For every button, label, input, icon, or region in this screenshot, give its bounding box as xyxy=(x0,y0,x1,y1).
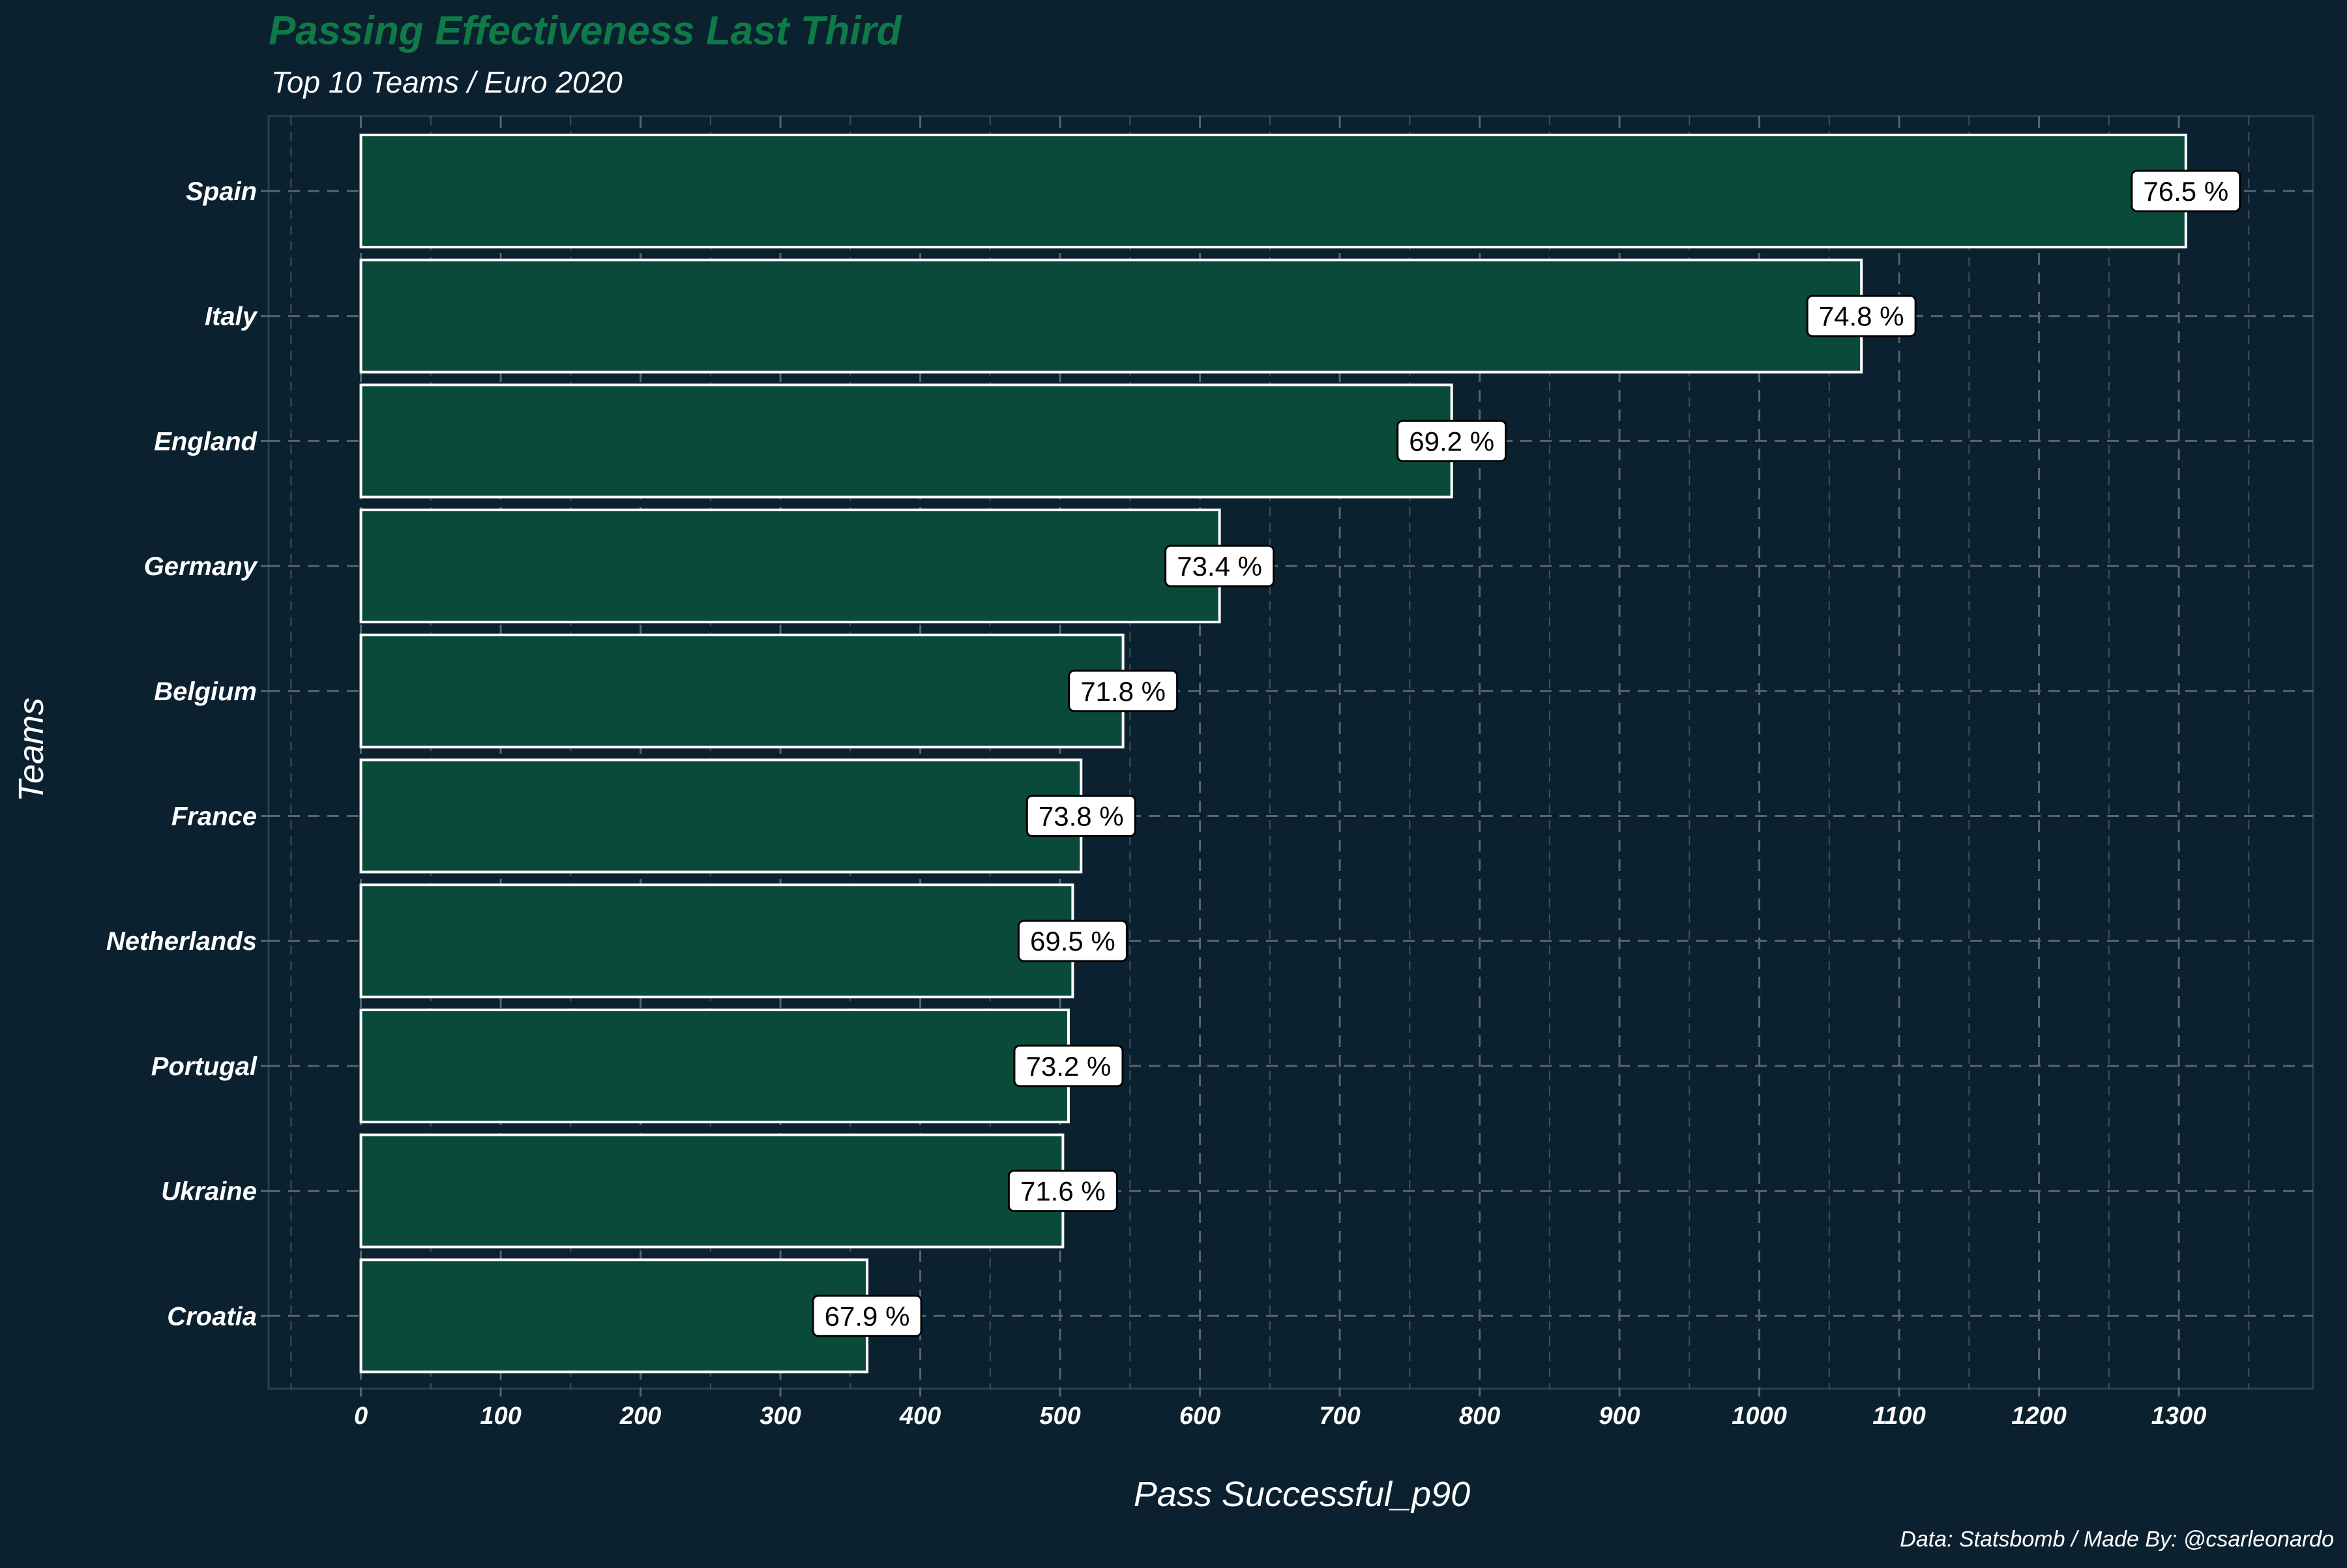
x-tick-label: 1100 xyxy=(1872,1402,1926,1430)
x-tick-label: 400 xyxy=(899,1402,941,1430)
value-label-box xyxy=(1026,795,1136,837)
value-label: 73.4 % xyxy=(1177,551,1262,582)
y-tick-label: Ukraine xyxy=(161,1177,257,1206)
x-tick-label: 500 xyxy=(1039,1402,1080,1430)
value-labels: 76.5 % 74.8 % 69.2 % 73.4 % 71.8 % 73.8 % 69.5… xyxy=(812,170,2241,1337)
x-tick-label: 700 xyxy=(1319,1402,1360,1430)
value-label: 74.8 % xyxy=(1819,301,1904,332)
value-label-box xyxy=(1068,670,1179,713)
x-tick-label: 900 xyxy=(1599,1402,1640,1430)
y-tick-label: Netherlands xyxy=(106,927,257,956)
bar xyxy=(359,1258,869,1374)
x-tick-label: 0 xyxy=(354,1402,368,1430)
value-label: 71.8 % xyxy=(1080,676,1166,707)
bar xyxy=(359,383,1453,499)
x-tick-label: 200 xyxy=(619,1402,661,1430)
y-tick-labels: Spain Italy England Germany Belgium France Net… xyxy=(106,177,269,1331)
y-tick-label: Portugal xyxy=(151,1052,258,1081)
bar xyxy=(359,1133,1065,1249)
x-tick-label: 300 xyxy=(760,1402,801,1430)
value-label: 67.9 % xyxy=(825,1301,910,1331)
value-label-box xyxy=(1017,919,1128,962)
value-label-box xyxy=(812,1294,923,1337)
y-axis-label: Teams xyxy=(12,698,51,802)
x-axis-label: Pass Successful_p90 xyxy=(1134,1475,1470,1514)
y-tick-label: Croatia xyxy=(167,1302,257,1331)
x-tick-label: 600 xyxy=(1179,1402,1220,1430)
value-label-box xyxy=(1396,419,1507,462)
bar xyxy=(359,758,1083,874)
value-label: 73.8 % xyxy=(1039,801,1124,832)
y-tick-label: France xyxy=(171,803,257,831)
value-label-box xyxy=(1164,544,1275,587)
y-tick-label: England xyxy=(154,427,258,456)
y-tick-label: Germany xyxy=(144,552,258,581)
bar xyxy=(359,1008,1070,1123)
value-label: 69.2 % xyxy=(1409,426,1494,456)
x-tick-labels: 0 100 200 300 400 500 600 700 800 900 1000 1100 1200… xyxy=(354,1389,2206,1430)
x-tick-label: 1200 xyxy=(2011,1402,2067,1430)
x-tick-label: 800 xyxy=(1459,1402,1500,1430)
x-tick-label: 100 xyxy=(480,1402,521,1430)
value-label-box xyxy=(1013,1044,1124,1087)
chart-subtitle: Top 10 Teams / Euro 2020 xyxy=(271,65,623,99)
bar xyxy=(359,509,1221,624)
value-label: 76.5 % xyxy=(2143,176,2228,207)
bar xyxy=(359,134,2187,248)
value-label: 69.5 % xyxy=(1030,926,1115,956)
caption: Data: Statsbomb / Made By: @csarleonardo xyxy=(1900,1527,2334,1552)
x-tick-label: 1300 xyxy=(2151,1402,2207,1430)
value-label: 71.6 % xyxy=(1020,1176,1106,1207)
bars xyxy=(359,134,2187,1374)
value-label-box xyxy=(2131,170,2241,213)
chart-title: Passing Effectiveness Last Third xyxy=(269,8,902,53)
y-tick-label: Belgium xyxy=(154,677,257,706)
bar xyxy=(359,883,1074,999)
x-tick-label: 1000 xyxy=(1732,1402,1787,1430)
value-label-box xyxy=(1806,295,1917,338)
y-tick-label: Italy xyxy=(205,303,258,331)
bar xyxy=(359,633,1125,748)
y-tick-label: Spain xyxy=(186,177,257,206)
bar xyxy=(359,258,1863,374)
value-label-box xyxy=(1007,1170,1118,1213)
value-label: 73.2 % xyxy=(1026,1051,1112,1082)
